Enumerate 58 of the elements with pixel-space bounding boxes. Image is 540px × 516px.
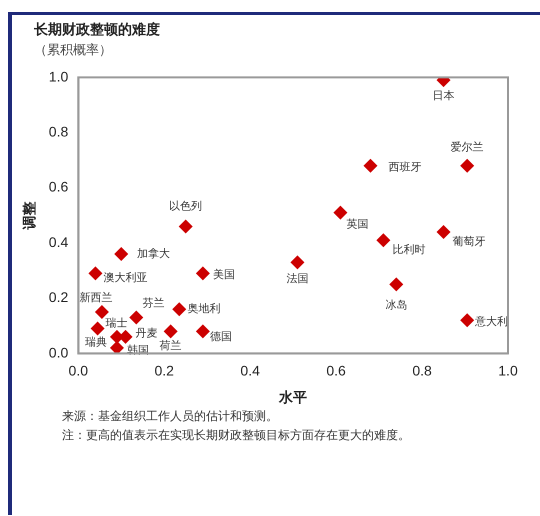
x-axis-title: 水平 xyxy=(278,390,308,406)
x-tick-label: 0.2 xyxy=(154,362,174,379)
annotation: 比利时 xyxy=(392,243,426,256)
annotation: 西班牙 xyxy=(388,160,422,174)
x-tick-label: 0.4 xyxy=(240,362,260,379)
chart-subtitle: （累积概率） xyxy=(34,42,113,59)
point xyxy=(363,158,378,173)
point xyxy=(129,310,144,325)
annotation: 德国 xyxy=(210,330,232,344)
point xyxy=(90,322,105,336)
annotation: 英国 xyxy=(346,218,368,230)
annotation: 荷兰 xyxy=(160,339,182,352)
annotation: 瑞典 xyxy=(84,336,107,349)
x-tick-label: 0.0 xyxy=(68,362,88,379)
y-tick-label: 1.0 xyxy=(48,68,68,84)
x-tick-label: 1.0 xyxy=(498,362,518,379)
point xyxy=(290,255,304,270)
source-note: 来源：基金组织工作人员的估计和预测。 xyxy=(62,408,279,425)
annotation: 冰岛 xyxy=(385,298,408,312)
point xyxy=(376,233,390,248)
point xyxy=(88,266,102,280)
point xyxy=(196,266,210,280)
y-tick-label: 0.6 xyxy=(48,178,68,195)
point xyxy=(389,277,404,292)
y-tick-label: 0.4 xyxy=(48,234,68,250)
annotation: 芬兰 xyxy=(142,296,164,310)
x-tick-label: 0.8 xyxy=(412,362,432,379)
point xyxy=(114,247,128,262)
point xyxy=(164,324,178,338)
point xyxy=(110,340,124,354)
annotation: 日本 xyxy=(432,89,455,102)
annotation: 意大利 xyxy=(474,315,508,328)
y-axis-title: 调整 xyxy=(22,200,38,230)
point xyxy=(460,158,474,173)
point xyxy=(178,219,193,234)
point xyxy=(436,224,451,239)
annotation: 瑞士 xyxy=(106,316,128,330)
annotation: 爱尔兰 xyxy=(450,140,484,154)
chart-title: 长期财政整顿的难度 xyxy=(34,21,161,39)
annotation: 澳大利亚 xyxy=(103,271,148,284)
point xyxy=(460,313,474,328)
annotation: 丹麦 xyxy=(136,326,158,340)
annotation: 加拿大 xyxy=(137,246,170,260)
text: 注：更高的值表示在实现长期财政整顿目标方面存在更大的难度。 xyxy=(62,427,411,444)
x-tick-label: 0.6 xyxy=(326,362,346,379)
annotation: 美国 xyxy=(212,268,235,282)
point xyxy=(196,324,210,338)
annotation: 新西兰 xyxy=(79,290,112,304)
y-tick-label: 0.0 xyxy=(48,344,68,360)
annotation: 以色列 xyxy=(169,199,202,212)
annotation: 奥地利 xyxy=(187,302,220,316)
y-tick-label: 0.8 xyxy=(48,123,68,140)
point xyxy=(172,302,186,316)
annotation: 葡萄牙 xyxy=(452,234,486,248)
y-tick-label: 0.2 xyxy=(48,289,68,306)
annotation: 法国 xyxy=(286,272,308,286)
point xyxy=(333,206,348,220)
point xyxy=(94,305,109,319)
